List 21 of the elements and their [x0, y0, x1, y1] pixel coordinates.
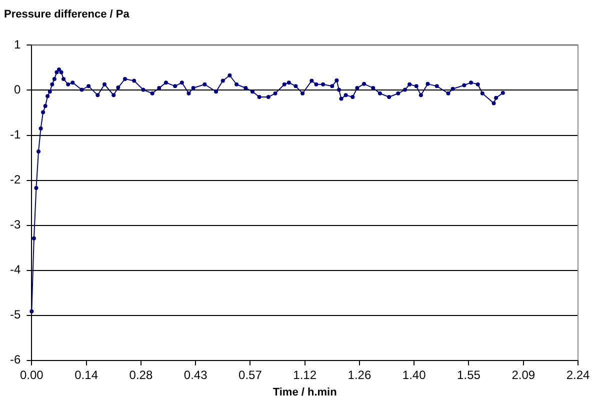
y-tick-label: -6 [10, 352, 21, 367]
x-tick-label: 1.55 [457, 368, 481, 382]
x-tick-label: 1.40 [402, 368, 426, 382]
x-tick-label: 0.00 [20, 368, 44, 382]
y-tick-label: 1 [14, 38, 21, 52]
x-tick-label: 1.26 [348, 368, 372, 382]
y-tick-label: -5 [10, 308, 21, 322]
chart-title: Pressure difference / Pa [4, 8, 130, 21]
x-tick-label: 0.14 [74, 368, 98, 382]
x-tick-label: 2.09 [512, 368, 536, 382]
x-tick-label: 0.43 [184, 368, 208, 382]
y-tick-label: -3 [10, 218, 21, 232]
y-tick-label: -1 [10, 128, 21, 142]
x-tick-label: 1.12 [293, 368, 317, 382]
y-tick-label: -4 [10, 262, 21, 277]
x-axis-title: Time / h.min [272, 386, 338, 398]
x-tick-label: 0.28 [129, 368, 153, 382]
y-tick-label: 0 [14, 82, 21, 97]
x-tick-label: 2.24 [566, 368, 590, 382]
y-tick-label: -2 [10, 172, 21, 187]
x-tick-label: 0.57 [238, 368, 262, 382]
